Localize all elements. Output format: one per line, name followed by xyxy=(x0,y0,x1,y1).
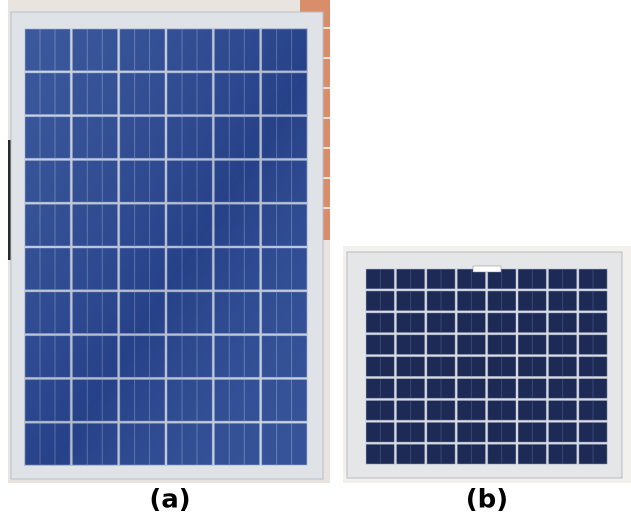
photo-b xyxy=(343,246,631,483)
caption: (b) xyxy=(466,485,508,515)
photo-a xyxy=(8,0,330,483)
caption: (a) xyxy=(149,485,190,515)
